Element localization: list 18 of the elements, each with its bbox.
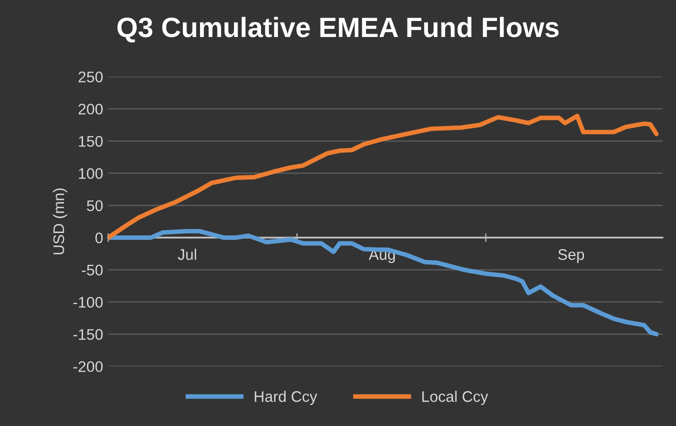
y-axis-title: USD (mn) — [52, 188, 68, 254]
y-tick-label: -50 — [82, 264, 103, 276]
y-tick-label: 150 — [78, 136, 103, 147]
y-tick-label: 100 — [78, 168, 103, 179]
y-tick-label: 0 — [95, 232, 103, 244]
x-tick-label: Jul — [178, 248, 196, 260]
x-tick-label: Sep — [558, 249, 584, 263]
chart-title: Q3 Cumulative EMEA Fund Flows — [117, 16, 559, 42]
y-tick-label: -150 — [73, 329, 103, 340]
y-tick-label: -100 — [73, 296, 103, 308]
y-tick-label: 50 — [86, 200, 103, 212]
line-series — [108, 228, 659, 336]
y-tick-label: 250 — [78, 72, 103, 82]
y-tick-label: -200 — [73, 361, 103, 372]
y-tick-label: 200 — [78, 104, 103, 115]
legend-label: Local Ccy — [422, 390, 488, 405]
legend-label: Hard Ccy — [254, 390, 318, 405]
line-series — [108, 114, 659, 240]
